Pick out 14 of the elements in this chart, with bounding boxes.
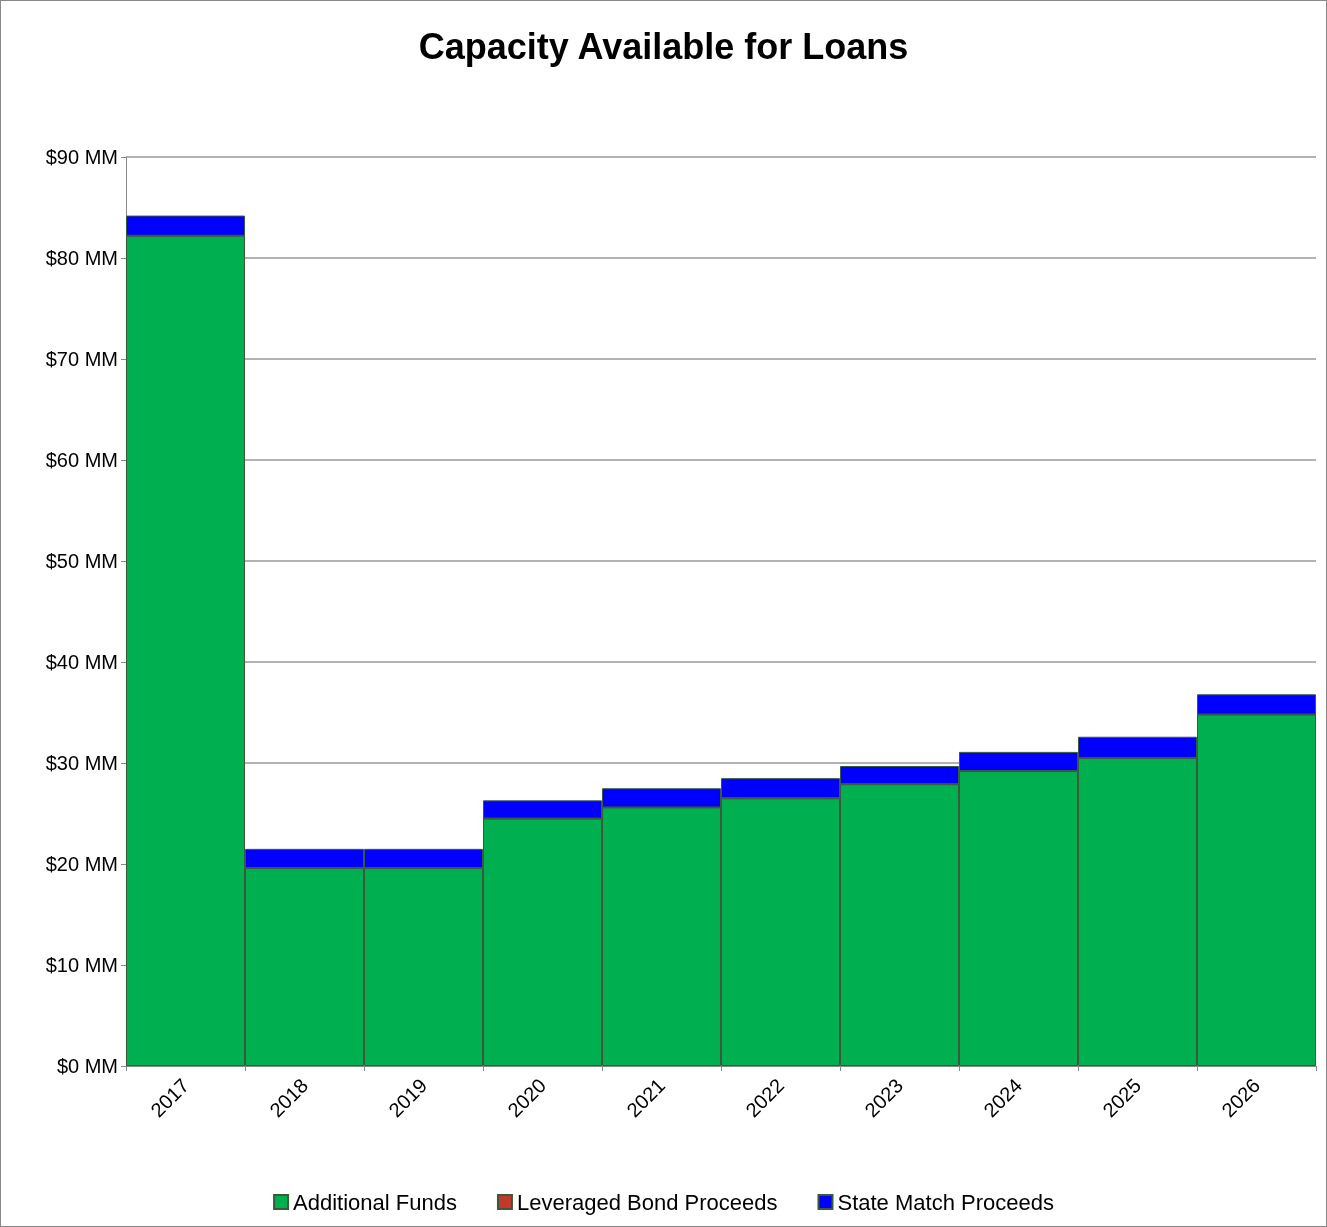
y-tick-label: $50 MM [45, 550, 118, 572]
y-tick-label: $30 MM [45, 752, 118, 774]
legend-label: Leveraged Bond Proceeds [516, 1189, 778, 1215]
y-tick-label: $90 MM [45, 146, 118, 168]
chart-title: Capacity Available for Loans [418, 25, 909, 67]
y-tick-label: $10 MM [45, 954, 118, 976]
y-tick-label: $40 MM [45, 651, 118, 673]
legend-label: Additional Funds [293, 1189, 457, 1215]
legend-label: State Match Proceeds [837, 1189, 1054, 1215]
y-tick-label: $20 MM [45, 853, 118, 875]
y-tick-label: $80 MM [45, 247, 118, 269]
y-tick-label: $70 MM [45, 348, 118, 370]
y-tick-label: $60 MM [45, 449, 118, 471]
y-tick-label: $0 MM [56, 1055, 118, 1077]
